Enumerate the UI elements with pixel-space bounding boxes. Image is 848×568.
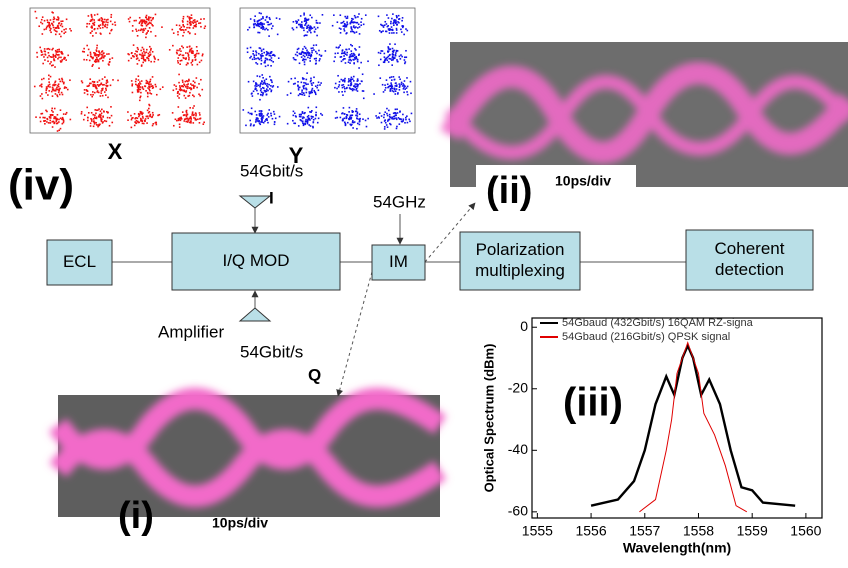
y-tick-label: -40 xyxy=(508,441,528,457)
legend-label: 54Gbaud (432Gbit/s) 16QAM RZ-signa xyxy=(562,317,754,329)
panel-label: (i) xyxy=(118,495,154,537)
annotation: 54GHz xyxy=(373,192,426,211)
y-tick-label: 0 xyxy=(520,318,528,334)
legend-label: 54Gbaud (216Gbit/s) QPSK signal xyxy=(562,331,730,343)
spectrum-chart: 1555 1556 1557 1558 1559 1560 0 -20 -40 -60 Wavele… xyxy=(481,317,822,556)
x-tick-label: 1556 xyxy=(575,523,606,539)
block-label: multiplexing xyxy=(475,261,565,280)
pol-x-label: X xyxy=(108,139,123,164)
block-label: Polarization xyxy=(476,240,565,259)
blocks: ECL I/Q MOD IM Polarization multiplexing Cohe… xyxy=(47,230,813,290)
annotation: 54Gbit/s xyxy=(240,342,303,361)
time-scale: 10ps/div xyxy=(212,515,268,531)
y-tick-label: -60 xyxy=(508,503,528,519)
x-tick-label: 1559 xyxy=(737,523,768,539)
x-tick-label: 1555 xyxy=(522,523,553,539)
block-label: ECL xyxy=(63,252,96,271)
panel-label: (ii) xyxy=(486,170,532,212)
constellation-y xyxy=(240,8,415,133)
diagram: {"labels": {"iv": "(iv)", "ii": "(ii)", … xyxy=(0,0,848,563)
constellation-x xyxy=(30,8,210,133)
block-label: detection xyxy=(715,260,784,279)
y-tick-label: -20 xyxy=(508,379,528,395)
time-scale: 10ps/div xyxy=(555,173,611,189)
x-tick-label: 1558 xyxy=(683,523,714,539)
annotation: Q xyxy=(308,365,321,384)
y-axis-label: Optical Spectrum (dBm) xyxy=(481,344,496,493)
x-tick-label: 1557 xyxy=(629,523,660,539)
x-axis-label: Wavelength(nm) xyxy=(623,540,731,556)
eye-diagram-i xyxy=(58,395,440,517)
annotation: Amplifier xyxy=(158,322,224,341)
block-label: IM xyxy=(389,252,408,271)
block-label: Coherent xyxy=(715,239,785,258)
annotation: I xyxy=(269,188,274,207)
panel-label: (iii) xyxy=(563,381,623,425)
panel-label: (iv) xyxy=(8,161,74,210)
block-label: I/Q MOD xyxy=(222,251,289,270)
annotation: 54Gbit/s xyxy=(240,161,303,180)
x-tick-label: 1560 xyxy=(790,523,821,539)
